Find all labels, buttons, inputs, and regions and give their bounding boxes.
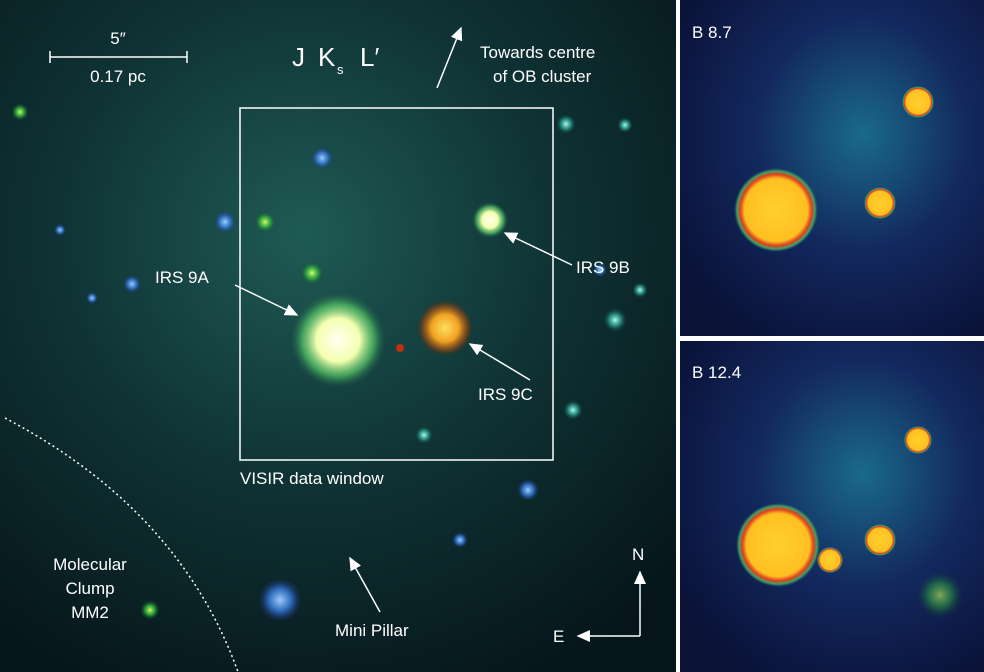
stars [11, 103, 648, 622]
label: IRS 9B [576, 258, 630, 277]
panel-label: B 8.7 [692, 23, 732, 42]
label: E [553, 627, 564, 646]
panel-label: B 12.4 [692, 363, 741, 382]
annotations [4, 26, 646, 672]
panel-bottom: B 12.4 [680, 341, 984, 672]
label: MM2 [71, 603, 109, 622]
filter-k-sub: s [337, 62, 344, 77]
scale-distance: 0.17 pc [90, 67, 146, 86]
filter-j: J [292, 42, 305, 72]
label: Molecular [53, 555, 127, 574]
filter-l: L′ [360, 42, 379, 72]
label: VISIR data window [240, 469, 384, 488]
label: Towards centre [480, 43, 595, 62]
label: N [632, 545, 644, 564]
label: Clump [65, 579, 114, 598]
scale-angle: 5″ [110, 29, 125, 48]
main-image: 5″ 0.17 pc J K s L′ Towards centre of OB… [0, 0, 676, 672]
filter-k: K [318, 42, 336, 72]
label: Mini Pillar [335, 621, 409, 640]
label: IRS 9C [478, 385, 533, 404]
panel-top: B 8.7 [680, 0, 984, 336]
label: of OB cluster [493, 67, 592, 86]
label: IRS 9A [155, 268, 210, 287]
